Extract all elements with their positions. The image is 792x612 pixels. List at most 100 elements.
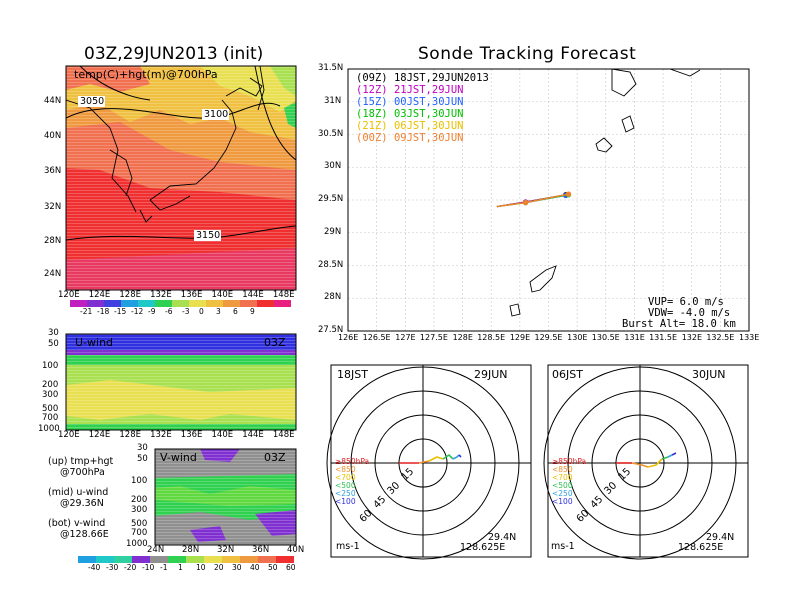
track-x-tick-128E: 128E	[452, 333, 473, 342]
hodo-level-2: <700	[552, 473, 573, 482]
temp-y-tick-36N: 36N	[44, 166, 62, 176]
track-x-tick-126.5E: 126.5E	[362, 333, 391, 342]
left-notes: (up) tmp+hgt @700hPa (mid) u-wind @29.36…	[48, 456, 113, 540]
legend-code-09z: (09Z)	[356, 72, 388, 84]
note-bot-sub: @128.66E	[60, 529, 109, 540]
legend-code-12z: (12Z)	[356, 84, 388, 96]
track-map-plot	[348, 69, 749, 331]
track-x-tick-130E: 130E	[567, 333, 588, 342]
legend-text-21z: 06JST,30JUN	[393, 120, 464, 132]
temp-cb-tick--21: -21	[80, 307, 93, 316]
u-y-tick-100: 100	[42, 361, 59, 371]
v-y-tick-1000: 1000	[126, 539, 148, 549]
v-x-tick-24N: 24N	[147, 545, 165, 555]
hodo2-title-right: 30JUN	[692, 368, 726, 381]
track-y-tick-31N: 31N	[324, 95, 342, 106]
v-y-tick-500: 500	[131, 519, 148, 529]
v-wind-heatmap	[155, 449, 296, 545]
track-y-tick-29.5N: 29.5N	[318, 194, 344, 204]
hodo1-units: ms-1	[336, 541, 360, 552]
v-x-tick-40N: 40N	[287, 545, 305, 555]
v-wind-colorbar	[78, 556, 294, 563]
left-panel-title: 03Z,29JUN2013 (init)	[84, 44, 264, 64]
hodo-level-5: <100	[335, 497, 356, 506]
hodo1-title-left: 18JST	[337, 368, 368, 381]
temp-y-tick-40N: 40N	[44, 131, 62, 141]
v-cb-tick-60: 60	[286, 563, 296, 572]
track-y-tick-30N: 30N	[324, 161, 342, 172]
hodo-level-1: <850	[552, 465, 573, 474]
hodo-segment-5	[458, 454, 462, 458]
track-y-tick-28N: 28N	[324, 292, 342, 303]
legend-row-09z: (09Z) 18JST,29JUN2013	[356, 72, 489, 84]
track-x-tick-131E: 131E	[624, 333, 645, 342]
u-wind-time: 03Z	[264, 336, 286, 349]
hodo-ring-30	[591, 414, 689, 512]
v-cb-tick-30: 30	[232, 563, 242, 572]
legend-code-00z: (00Z)	[356, 132, 388, 144]
note-mid-sub: @29.36N	[60, 498, 104, 509]
hodo1-lat: 29.4N	[488, 532, 517, 543]
v-cb-tick-20: 20	[214, 563, 224, 572]
v-y-tick-50: 50	[137, 454, 148, 464]
track-x-tick-131.5E: 131.5E	[649, 333, 678, 342]
hodo-level-5: <100	[552, 497, 573, 506]
track-x-tick-126E: 126E	[338, 333, 359, 342]
hodo-segment-5	[671, 452, 677, 456]
hodo1-lon: 128.625E	[460, 542, 506, 553]
temp-y-tick-24N: 24N	[44, 269, 62, 279]
temperature-map-title: temp(C)+hgt(m)@700hPa	[74, 68, 218, 81]
track-x-tick-133E: 133E	[739, 333, 760, 342]
vdw-text: VDW= -4.0 m/s	[648, 307, 731, 319]
temp-x-tick-136E: 136E	[180, 290, 203, 300]
u-y-tick-50: 50	[48, 339, 59, 349]
temp-cb-tick--18: -18	[97, 307, 110, 316]
track-legend: (09Z) 18JST,29JUN2013 (12Z) 21JST,29JUN …	[356, 72, 489, 144]
u-y-tick-700: 700	[42, 413, 59, 423]
v-cb-tick-10: 10	[196, 563, 206, 572]
temp-x-tick-124E: 124E	[88, 290, 111, 300]
temp-y-tick-28N: 28N	[44, 236, 62, 246]
track-x-tick-132.5E: 132.5E	[706, 333, 735, 342]
hodo2-title-left: 06JST	[552, 368, 583, 381]
note-up-sub: @700hPa	[60, 467, 105, 478]
temp-cb-tick--9: -9	[148, 307, 156, 316]
v-x-tick-36N: 36N	[252, 545, 270, 555]
burst-text: Burst Alt= 18.0 km	[622, 318, 736, 330]
hodo-ring-30	[374, 414, 472, 512]
hodo-level-0: ≥850hPa	[552, 457, 587, 466]
hodo-level-4: <250	[552, 489, 573, 498]
v-x-tick-32N: 32N	[217, 545, 235, 555]
u-x-tick-136E: 136E	[180, 430, 203, 440]
legend-row-15z: (15Z) 00JST,30JUN	[356, 96, 489, 108]
u-x-tick-120E: 120E	[58, 430, 80, 440]
u-y-tick-200: 200	[42, 380, 59, 390]
u-x-tick-128E: 128E	[119, 430, 141, 440]
track-x-tick-132E: 132E	[681, 333, 703, 342]
contour-label-3150: 3150	[196, 230, 221, 241]
hodo2-lon: 128.625E	[678, 542, 724, 553]
track-y-tick-28.5N: 28.5N	[318, 259, 344, 270]
hodo-segment-3	[661, 456, 669, 460]
hodo-level-2: <700	[335, 473, 356, 482]
v-wind-title: V-wind	[160, 451, 197, 464]
temp-x-tick-128E: 128E	[119, 290, 141, 300]
hodo-segment-1	[631, 462, 649, 468]
hodo-segment-3	[442, 453, 454, 460]
u-x-tick-148E: 148E	[272, 430, 295, 440]
hodo-frame	[330, 364, 532, 558]
track-y-tick-30.5N: 30.5N	[318, 128, 344, 139]
temp-cb-tick--12: -12	[131, 307, 144, 316]
v-y-tick-30: 30	[137, 443, 148, 453]
v-cb-tick--1: -1	[160, 563, 168, 572]
v-cb-tick--40: -40	[88, 563, 101, 572]
temp-y-tick-44N: 44N	[44, 96, 62, 106]
temp-y-tick-32N: 32N	[44, 202, 62, 212]
temp-cb-tick-0: 0	[199, 307, 204, 316]
v-cb-tick-50: 50	[268, 563, 278, 572]
hodo2-lat: 29.4N	[706, 532, 735, 543]
legend-code-15z: (15Z)	[356, 96, 388, 108]
right-panel-title: Sonde Tracking Forecast	[418, 44, 637, 64]
v-cb-tick-40: 40	[250, 563, 260, 572]
